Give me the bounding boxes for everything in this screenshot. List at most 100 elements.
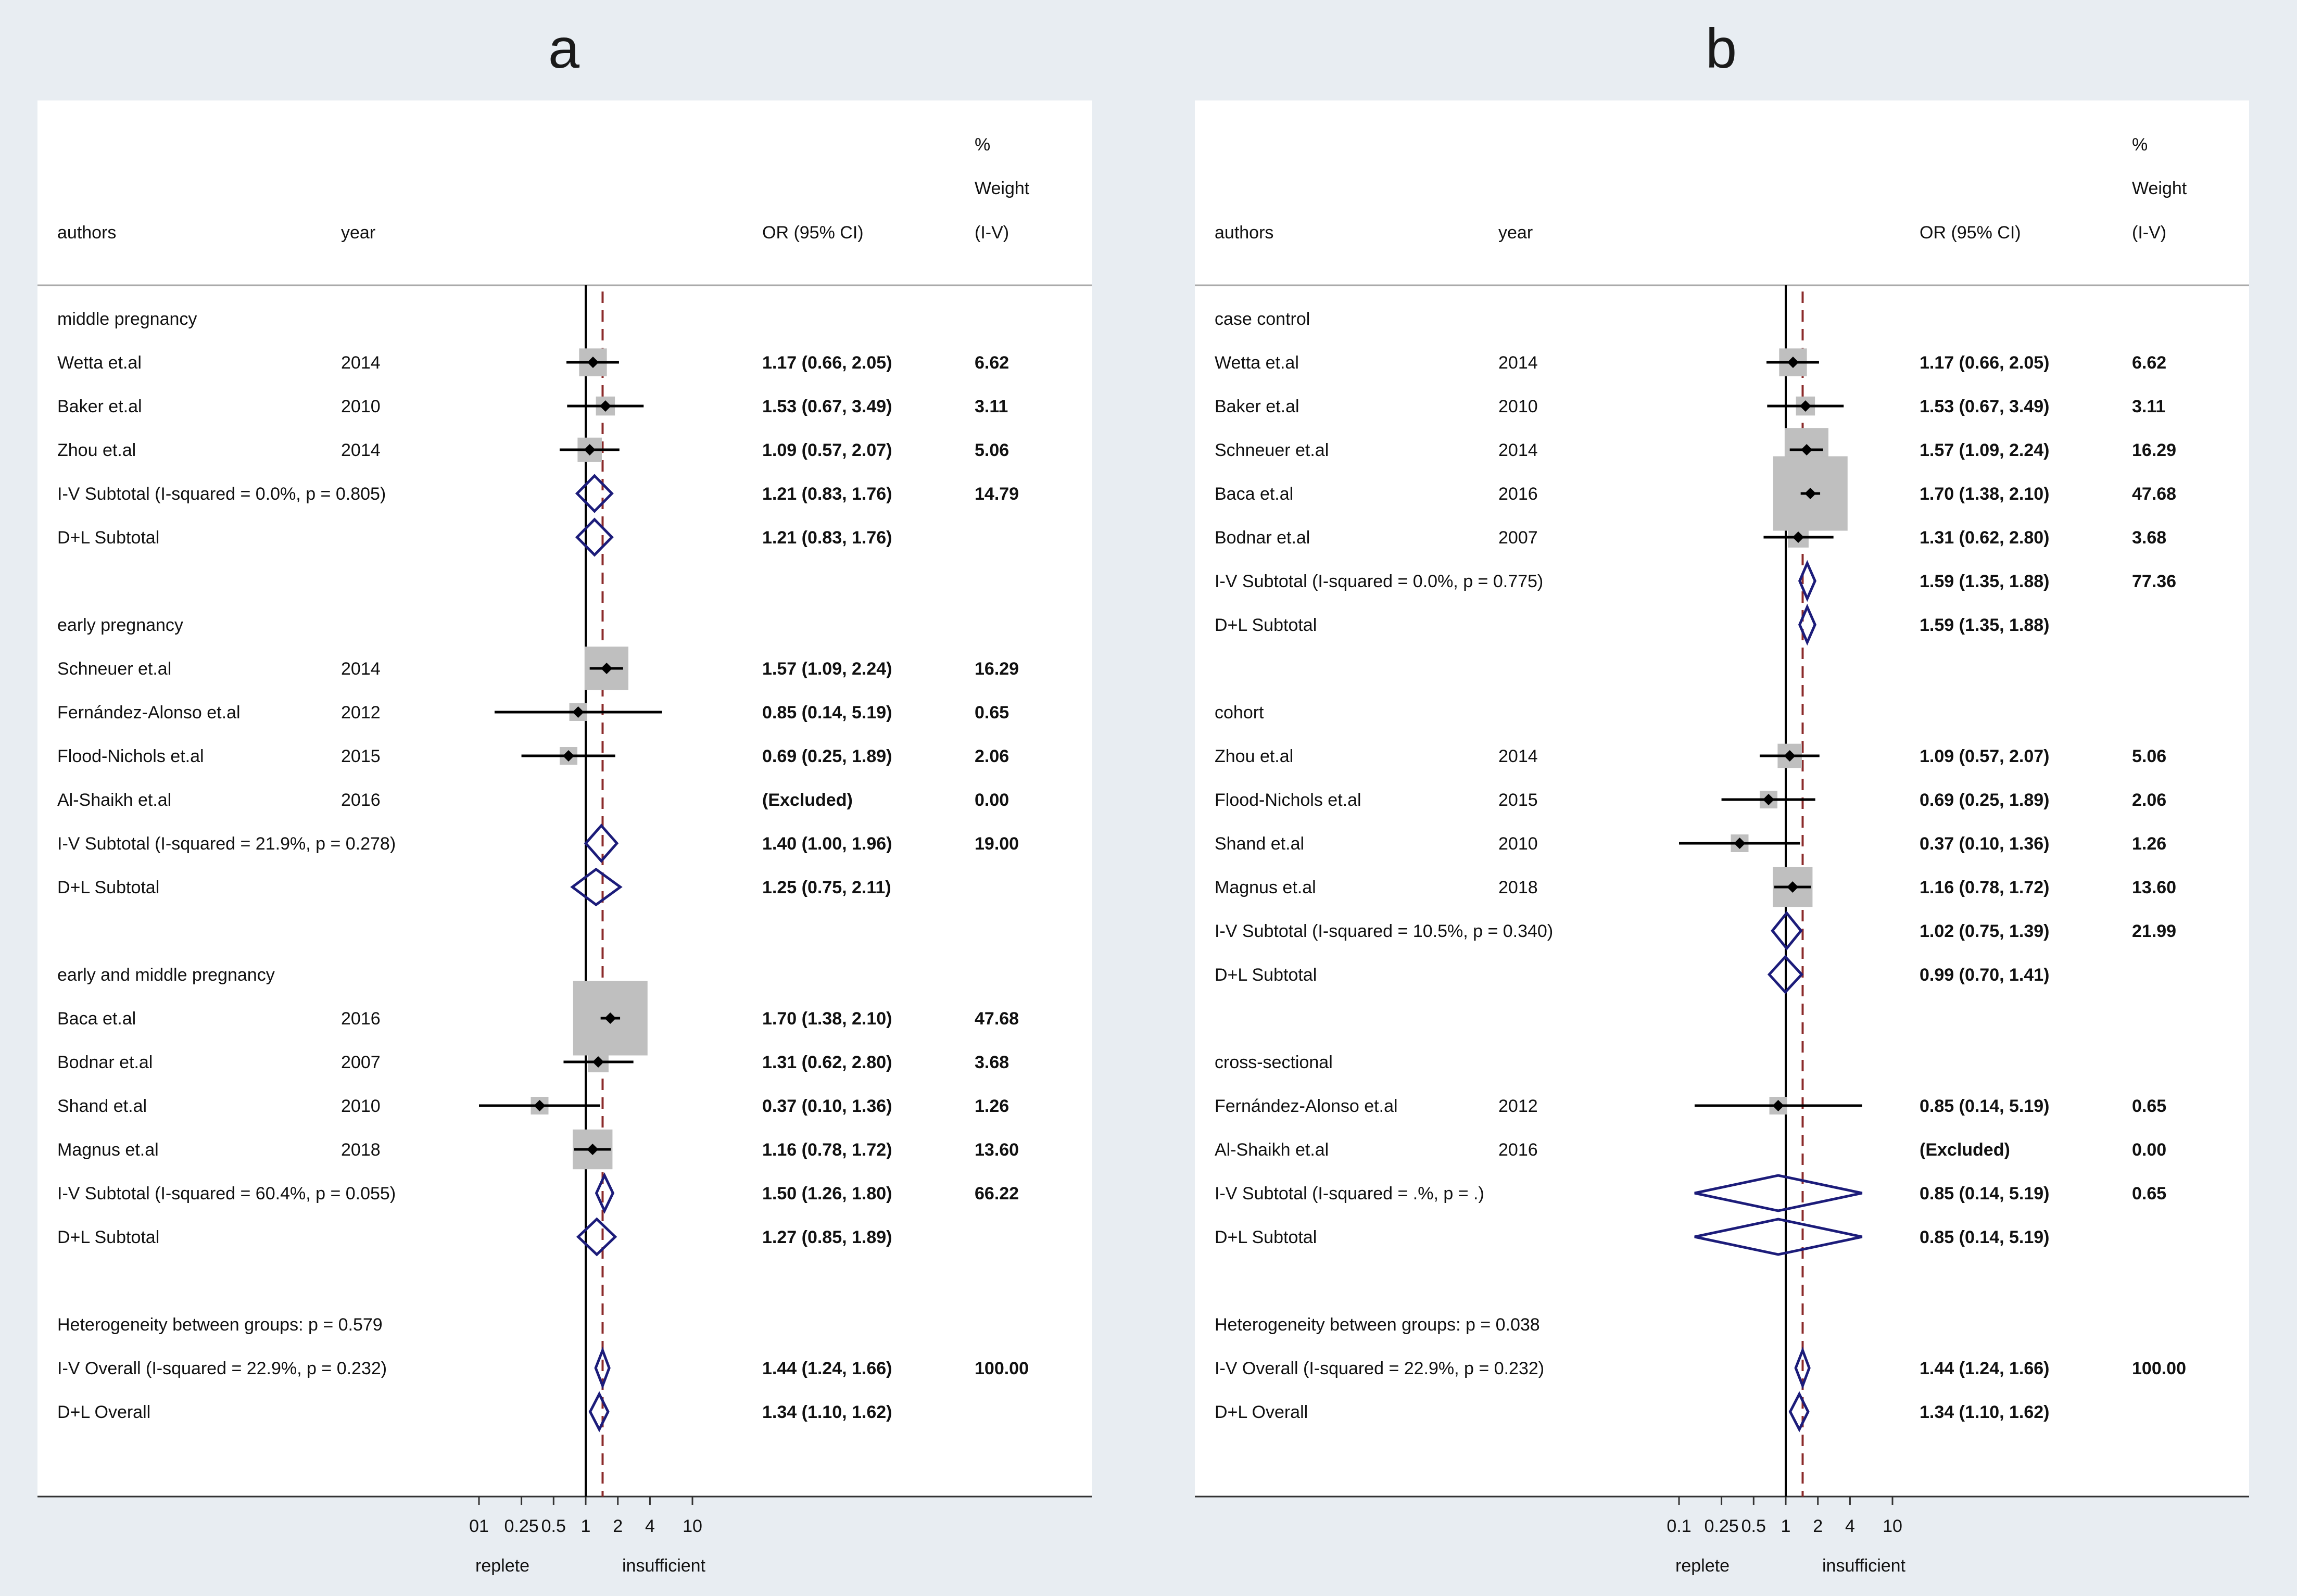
subtotal-label: D+L Subtotal [57,528,159,548]
or-ci-value: 1.31 (0.62, 2.80) [762,1053,892,1072]
or-ci-value: 1.17 (0.66, 2.05) [1920,353,2050,373]
point-estimate [1799,400,1811,412]
weight-value: 0.00 [975,790,1009,810]
or-ci-value: 1.53 (0.67, 3.49) [1920,397,2050,416]
pooled-diamond [1694,1218,1863,1256]
weight-value: 5.06 [975,440,1009,460]
or-ci-value: 1.21 (0.83, 1.76) [762,528,892,548]
or-ci-value: 1.57 (1.09, 2.24) [1920,440,2050,460]
subtotal-label: D+L Overall [1215,1402,1308,1422]
or-ci-value: 0.85 (0.14, 5.19) [1920,1184,2050,1204]
weight-value: 77.36 [2132,572,2176,591]
study-label: Flood-Nichols et.al [57,746,204,766]
study-year: 2016 [341,790,381,810]
or-ci-value: 1.70 (1.38, 2.10) [1920,484,2050,504]
study-year: 2014 [1498,353,1538,373]
point-estimate [1793,531,1804,543]
header-weight-iv: (I-V) [2132,223,2166,243]
or-ci-value: 1.02 (0.75, 1.39) [1920,921,2050,941]
pooled-diamond [594,1346,611,1390]
study-year: 2015 [341,746,381,766]
x-tick-label: 1 [581,1516,591,1536]
study-year: 2018 [341,1140,381,1160]
or-ci-value: 1.21 (0.83, 1.76) [762,484,892,504]
study-year: 2014 [341,659,381,679]
group-heading: cross-sectional [1215,1053,1333,1072]
study-year: 2007 [1498,528,1538,548]
x-tick-label: 0.25 [1704,1516,1738,1536]
point-estimate [1787,357,1799,368]
panel-background [1195,100,2249,1496]
or-ci-value: 0.85 (0.14, 5.19) [1920,1096,2050,1116]
group-heading: early pregnancy [57,615,183,635]
study-label: Bodnar et.al [57,1053,153,1072]
study-label: Schneuer et.al [57,659,171,679]
subtotal-label: I-V Subtotal (I-squared = 0.0%, p = 0.80… [57,484,386,504]
weight-value: 1.26 [975,1096,1009,1116]
study-year: 2016 [341,1009,381,1029]
subtotal-label: D+L Overall [57,1402,150,1422]
study-label: Zhou et.al [57,440,136,460]
header-authors: authors [57,223,116,243]
study-label: Shand et.al [1215,834,1304,854]
weight-value: 0.65 [2132,1184,2166,1204]
or-ci-value: 1.09 (0.57, 2.07) [1920,746,2050,766]
x-tick-label: 0.5 [1741,1516,1766,1536]
weight-value: 47.68 [2132,484,2176,504]
pooled-diamond [1798,560,1816,602]
study-label: Al-Shaikh et.al [1215,1140,1329,1160]
x-tick-label: 0.1 [1667,1516,1691,1536]
subtotal-label: I-V Subtotal (I-squared = 21.9%, p = 0.2… [57,834,396,854]
subtotal-label: I-V Overall (I-squared = 22.9%, p = 0.23… [57,1359,387,1378]
subtotal-label: I-V Subtotal (I-squared = 60.4%, p = 0.0… [57,1184,396,1204]
header-or-ci: OR (95% CI) [762,223,864,243]
study-label: Baca et.al [57,1009,136,1029]
weight-value: 3.68 [975,1053,1009,1072]
or-ci-value: 0.69 (0.25, 1.89) [1920,790,2050,810]
weight-value: 0.00 [2132,1140,2166,1160]
study-label: Flood-Nichols et.al [1215,790,1361,810]
weight-value: 3.11 [2132,397,2165,416]
point-estimate [601,663,613,674]
or-ci-value: 1.44 (1.24, 1.66) [762,1359,892,1378]
group-heading: middle pregnancy [57,309,197,329]
subtotal-label: D+L Subtotal [1215,1227,1317,1247]
study-year: 2016 [1498,484,1538,504]
pooled-diamond [1771,911,1803,951]
x-tick-label: 2 [1813,1516,1823,1536]
x-tick-label: 10 [1883,1516,1902,1536]
study-year: 2010 [341,397,381,416]
study-year: 2014 [341,440,381,460]
point-estimate [1804,488,1816,499]
weight-value: 5.06 [2132,746,2166,766]
weight-value: 47.68 [975,1009,1019,1029]
x-tick-label: 2 [613,1516,623,1536]
point-estimate [584,444,596,455]
subtotal-label: D+L Subtotal [57,878,159,897]
or-ci-value: 0.37 (0.10, 1.36) [1920,834,2050,854]
weight-value: 21.99 [2132,921,2176,941]
study-label: Bodnar et.al [1215,528,1310,548]
point-estimate [587,1144,599,1155]
point-estimate [1762,794,1774,805]
study-year: 2014 [341,353,381,373]
study-label: Schneuer et.al [1215,440,1329,460]
header-year: year [341,223,375,243]
study-label: Magnus et.al [1215,878,1316,897]
weight-value: 1.26 [2132,834,2166,854]
point-estimate [572,706,584,718]
group-heading: cohort [1215,703,1264,723]
study-label: Wetta et.al [1215,353,1299,373]
weight-value: 6.62 [2132,353,2166,373]
study-label: Baker et.al [1215,397,1299,416]
weight-value: 16.29 [975,659,1019,679]
pooled-diamond [588,1391,610,1433]
study-label: Baker et.al [57,397,142,416]
direction-label-right: insufficient [1822,1556,1906,1576]
or-ci-value: 1.25 (0.75, 2.11) [762,878,891,897]
pooled-diamond [576,1217,617,1257]
study-label: Fernández-Alonso et.al [57,703,241,723]
study-year: 2010 [341,1096,381,1116]
x-tick-label: 0.5 [541,1516,566,1536]
header-weight-iv: (I-V) [975,223,1009,243]
